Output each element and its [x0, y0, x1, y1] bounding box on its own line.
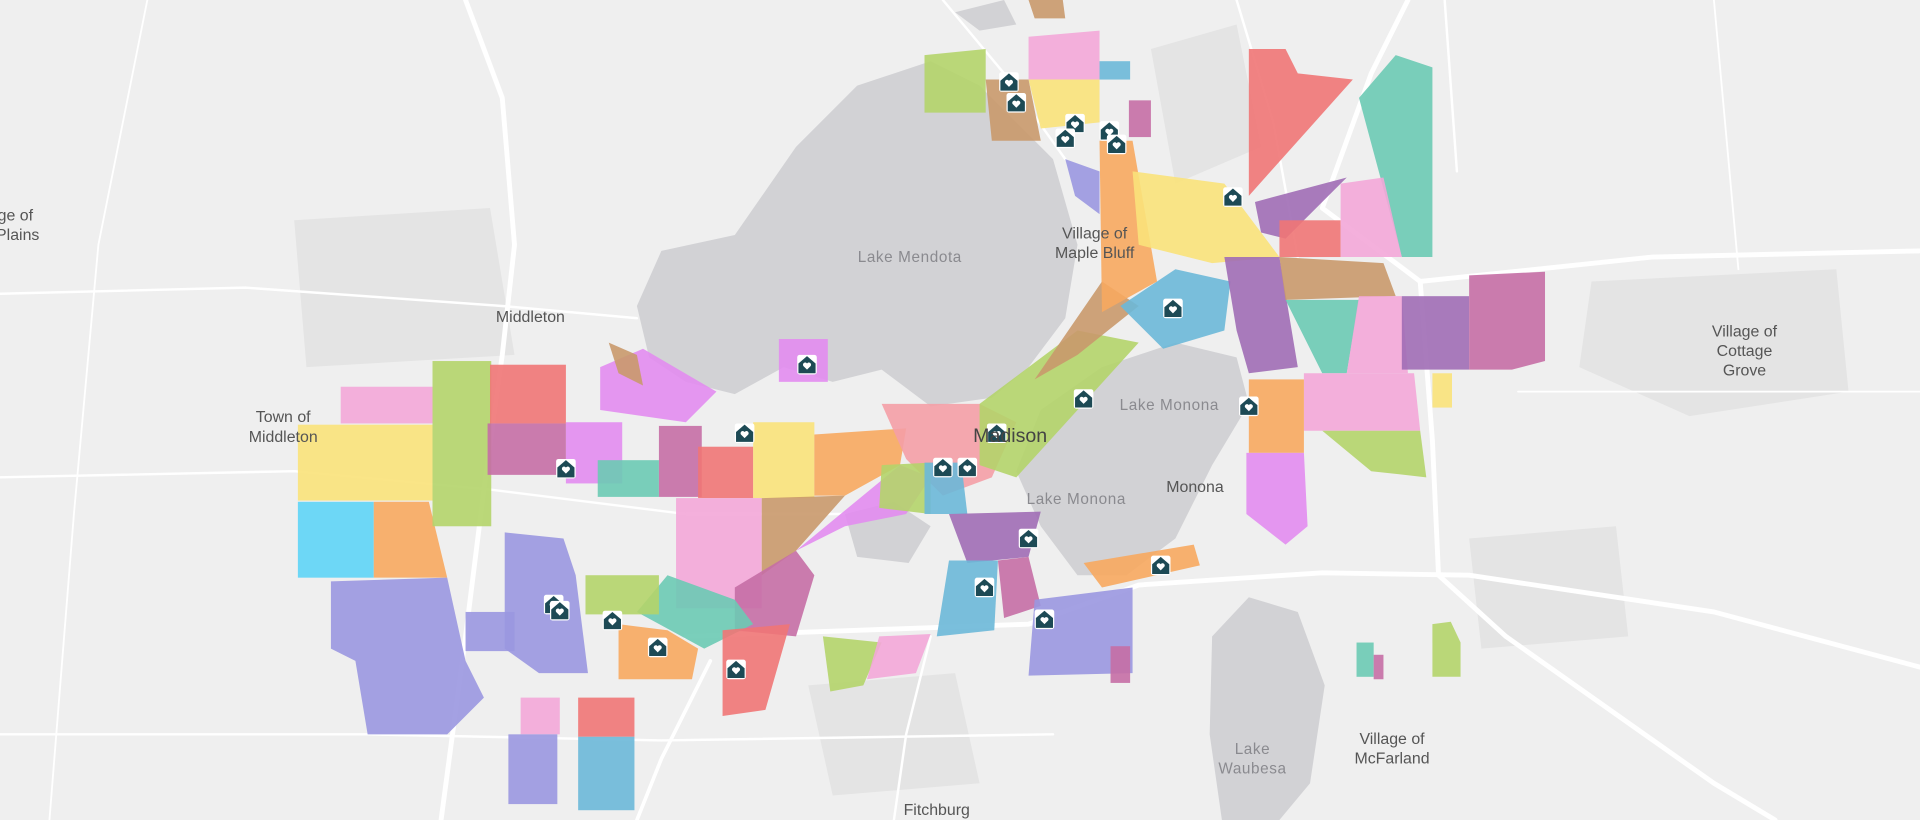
marker[interactable] — [1034, 609, 1055, 630]
marker[interactable] — [1163, 298, 1183, 319]
place-label: Village of — [1359, 731, 1425, 748]
place-label: Town of — [256, 409, 311, 426]
marker[interactable] — [1006, 93, 1027, 113]
marker[interactable] — [647, 637, 668, 658]
marker[interactable] — [734, 423, 755, 444]
place-label: McFarland — [1354, 751, 1429, 768]
marker[interactable] — [1239, 396, 1259, 417]
built-up-areas — [294, 24, 1849, 796]
lakes — [636, 0, 1325, 820]
place-label: ross Plains — [0, 227, 39, 244]
marker[interactable] — [602, 610, 623, 631]
place-label: Lake Monona — [1027, 491, 1126, 508]
marker[interactable] — [974, 577, 995, 598]
marker[interactable] — [1106, 134, 1127, 155]
place-label: Cottage — [1717, 343, 1773, 360]
place-label: Village of — [1712, 324, 1778, 341]
marker[interactable] — [933, 457, 953, 478]
marker[interactable] — [1018, 528, 1039, 549]
place-label: Monona — [1166, 479, 1224, 496]
place-label: Lake Mendota — [858, 249, 962, 266]
place-labels: Village of ross Plains Lake Mendota Village… — [0, 207, 1778, 819]
marker[interactable] — [1150, 555, 1171, 576]
place-label: Middleton — [496, 309, 565, 326]
marker[interactable] — [1055, 128, 1076, 149]
place-label: Village of — [1062, 226, 1128, 243]
place-label: Lake Monona — [1120, 397, 1219, 414]
place-label: Waubesa — [1218, 760, 1286, 777]
place-label: Maple Bluff — [1055, 245, 1135, 262]
marker[interactable] — [797, 354, 817, 375]
marker[interactable] — [999, 72, 1019, 92]
marker[interactable] — [556, 458, 576, 479]
place-label: Village of — [0, 207, 34, 224]
place-label: Fitchburg — [904, 802, 970, 819]
place-label: Middleton — [249, 429, 318, 446]
place-label: Grove — [1723, 363, 1766, 380]
marker[interactable] — [726, 659, 746, 680]
marker[interactable] — [957, 457, 978, 478]
marker[interactable] — [1223, 187, 1243, 207]
marker[interactable] — [550, 600, 570, 621]
place-label: Lake — [1235, 741, 1271, 758]
place-label: Madison — [973, 425, 1047, 447]
marker[interactable] — [1073, 389, 1094, 409]
